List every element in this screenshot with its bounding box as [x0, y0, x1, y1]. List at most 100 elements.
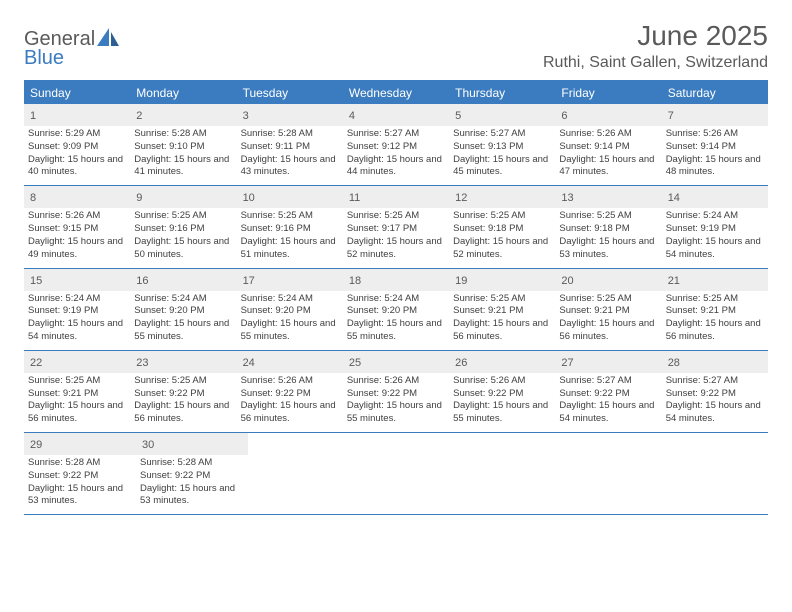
day-info: Sunrise: 5:26 AMSunset: 9:22 PMDaylight:… [241, 375, 339, 426]
sunset-text: Sunset: 9:10 PM [134, 141, 232, 154]
sunset-text: Sunset: 9:11 PM [241, 141, 339, 154]
week-row: 15Sunrise: 5:24 AMSunset: 9:19 PMDayligh… [24, 269, 768, 351]
empty-cell [456, 433, 560, 514]
daynum-row: 2 [130, 104, 236, 126]
sunset-text: Sunset: 9:22 PM [559, 388, 657, 401]
daylight-text: Daylight: 15 hours and 55 minutes. [347, 400, 445, 426]
daylight-text: Daylight: 15 hours and 54 minutes. [666, 236, 764, 262]
daynum-row: 19 [449, 269, 555, 291]
daylight-text: Daylight: 15 hours and 54 minutes. [559, 400, 657, 426]
day-number: 29 [30, 439, 42, 451]
day-number: 4 [349, 110, 355, 122]
daynum-row: 21 [662, 269, 768, 291]
day-cell: 19 Sunrise: 5:25 AMSunset: 9:21 PMDayligh… [449, 269, 555, 350]
sunset-text: Sunset: 9:21 PM [28, 388, 126, 401]
day-info: Sunrise: 5:24 AMSunset: 9:19 PMDaylight:… [666, 210, 764, 261]
sunset-text: Sunset: 9:16 PM [241, 223, 339, 236]
day-number: 14 [668, 192, 680, 204]
daynum-row: 26 [449, 351, 555, 373]
daylight-text: Daylight: 15 hours and 49 minutes. [28, 236, 126, 262]
daynum-row: 6 [555, 104, 661, 126]
day-info: Sunrise: 5:28 AMSunset: 9:11 PMDaylight:… [241, 128, 339, 179]
sunset-text: Sunset: 9:21 PM [666, 305, 764, 318]
daylight-text: Daylight: 15 hours and 56 minutes. [241, 400, 339, 426]
day-info: Sunrise: 5:26 AMSunset: 9:15 PMDaylight:… [28, 210, 126, 261]
day-number: 22 [30, 357, 42, 369]
empty-cell [560, 433, 664, 514]
sunrise-text: Sunrise: 5:26 AM [241, 375, 339, 388]
sunrise-text: Sunrise: 5:26 AM [666, 128, 764, 141]
day-info: Sunrise: 5:27 AMSunset: 9:12 PMDaylight:… [347, 128, 445, 179]
day-cell: 12Sunrise: 5:25 AMSunset: 9:18 PMDayligh… [449, 186, 555, 267]
daynum-row: 18 [343, 269, 449, 291]
day-cell: 23Sunrise: 5:25 AMSunset: 9:22 PMDayligh… [130, 351, 236, 432]
sunset-text: Sunset: 9:20 PM [347, 305, 445, 318]
day-number: 16 [136, 275, 148, 287]
day-number: 15 [30, 275, 42, 287]
day-info: Sunrise: 5:25 AMSunset: 9:18 PMDaylight:… [559, 210, 657, 261]
day-cell: 5Sunrise: 5:27 AMSunset: 9:13 PMDaylight… [449, 104, 555, 185]
sunrise-text: Sunrise: 5:25 AM [347, 210, 445, 223]
daynum-row: 3 [237, 104, 343, 126]
day-number: 26 [455, 357, 467, 369]
daynum-row: 15 [24, 269, 130, 291]
day-number: 10 [243, 192, 255, 204]
daynum-row: 13 [555, 186, 661, 208]
logo: General Blue [24, 28, 119, 68]
daynum-row: 27 [555, 351, 661, 373]
day-number: 1 [30, 110, 36, 122]
header: General Blue June 2025 Ruthi, Saint Gall… [24, 20, 768, 72]
daylight-text: Daylight: 15 hours and 45 minutes. [453, 154, 551, 180]
day-cell: 16Sunrise: 5:24 AMSunset: 9:20 PMDayligh… [130, 269, 236, 350]
day-cell: 15Sunrise: 5:24 AMSunset: 9:19 PMDayligh… [24, 269, 130, 350]
day-info: Sunrise: 5:28 AMSunset: 9:22 PMDaylight:… [28, 457, 132, 508]
logo-sail-icon [97, 28, 119, 50]
day-info: Sunrise: 5:25 AMSunset: 9:16 PMDaylight:… [241, 210, 339, 261]
daynum-row: 24 [237, 351, 343, 373]
sunrise-text: Sunrise: 5:26 AM [28, 210, 126, 223]
day-cell: 18Sunrise: 5:24 AMSunset: 9:20 PMDayligh… [343, 269, 449, 350]
daylight-text: Daylight: 15 hours and 53 minutes. [559, 236, 657, 262]
sunrise-text: Sunrise: 5:26 AM [347, 375, 445, 388]
day-cell: 26Sunrise: 5:26 AMSunset: 9:22 PMDayligh… [449, 351, 555, 432]
daylight-text: Daylight: 15 hours and 56 minutes. [666, 318, 764, 344]
day-info: Sunrise: 5:25 AMSunset: 9:17 PMDaylight:… [347, 210, 445, 261]
day-cell: 11 Sunrise: 5:25 AMSunset: 9:17 PMDayligh… [343, 186, 449, 267]
day-number: 5 [455, 110, 461, 122]
sunset-text: Sunset: 9:21 PM [453, 305, 551, 318]
daynum-row: 12 [449, 186, 555, 208]
sunset-text: Sunset: 9:22 PM [666, 388, 764, 401]
day-number: 20 [561, 275, 573, 287]
daynum-row: 16 [130, 269, 236, 291]
day-number: 3 [243, 110, 249, 122]
daylight-text: Daylight: 15 hours and 41 minutes. [134, 154, 232, 180]
sunset-text: Sunset: 9:14 PM [666, 141, 764, 154]
daylight-text: Daylight: 15 hours and 56 minutes. [453, 318, 551, 344]
sunset-text: Sunset: 9:17 PM [347, 223, 445, 236]
daynum-row: 20 [555, 269, 661, 291]
sunset-text: Sunset: 9:22 PM [347, 388, 445, 401]
dayname-mon: Monday [130, 82, 236, 104]
day-cell: 6Sunrise: 5:26 AMSunset: 9:14 PMDaylight… [555, 104, 661, 185]
day-number: 11 [349, 192, 360, 204]
sunrise-text: Sunrise: 5:25 AM [453, 293, 551, 306]
daynum-row: 28 [662, 351, 768, 373]
week-row: 8Sunrise: 5:26 AMSunset: 9:15 PMDaylight… [24, 186, 768, 268]
week-row: 1Sunrise: 5:29 AMSunset: 9:09 PMDaylight… [24, 104, 768, 186]
sunrise-text: Sunrise: 5:27 AM [347, 128, 445, 141]
sunrise-text: Sunrise: 5:28 AM [28, 457, 132, 470]
sunset-text: Sunset: 9:22 PM [241, 388, 339, 401]
dayname-tue: Tuesday [237, 82, 343, 104]
daylight-text: Daylight: 15 hours and 55 minutes. [453, 400, 551, 426]
day-number: 23 [136, 357, 148, 369]
sunset-text: Sunset: 9:21 PM [559, 305, 657, 318]
sunrise-text: Sunrise: 5:25 AM [453, 210, 551, 223]
daylight-text: Daylight: 15 hours and 48 minutes. [666, 154, 764, 180]
day-number: 6 [561, 110, 567, 122]
day-number: 24 [243, 357, 255, 369]
sunrise-text: Sunrise: 5:27 AM [453, 128, 551, 141]
day-cell: 28Sunrise: 5:27 AMSunset: 9:22 PMDayligh… [662, 351, 768, 432]
daynum-row: 8 [24, 186, 130, 208]
sunrise-text: Sunrise: 5:25 AM [134, 210, 232, 223]
day-info: Sunrise: 5:27 AMSunset: 9:22 PMDaylight:… [559, 375, 657, 426]
